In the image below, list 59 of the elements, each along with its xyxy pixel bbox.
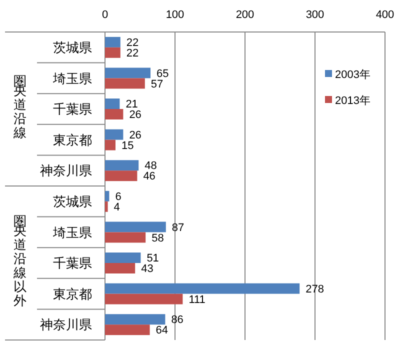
- text: 圏央道沿線以外: [12, 214, 26, 308]
- x-tick-label: 300: [306, 9, 324, 21]
- bar: [105, 232, 146, 243]
- y-tick-label: 神奈川県: [40, 163, 92, 178]
- data-label: 26: [129, 129, 142, 142]
- data-label: 15: [122, 140, 134, 152]
- data-label: 58: [152, 232, 164, 244]
- data-label: 48: [144, 160, 157, 172]
- data-label: 65: [156, 68, 169, 80]
- data-label: 111: [188, 294, 206, 306]
- bar: [105, 324, 150, 336]
- y-tick-label: 埼玉県: [52, 70, 92, 86]
- bar: [105, 140, 116, 150]
- data-label: 43: [141, 263, 154, 276]
- bar: [105, 129, 124, 140]
- y-tick-label: 神奈川県: [40, 317, 92, 332]
- y-tick-label: 埼玉県: [52, 224, 92, 240]
- text: 圏央道沿線: [12, 74, 26, 140]
- x-tick-label: 400: [376, 9, 394, 21]
- bar: [105, 201, 108, 212]
- x-tick-label: 0: [102, 9, 108, 21]
- bar: [105, 78, 145, 89]
- data-label: 21: [126, 98, 138, 111]
- x-tick-label: 100: [166, 9, 184, 21]
- bar: [105, 68, 150, 78]
- bar: [105, 190, 110, 202]
- data-label: 22: [126, 47, 139, 60]
- y-tick-label: 茨城県: [53, 40, 92, 55]
- y-tick-label: 茨城県: [53, 194, 92, 209]
- bar: [105, 222, 166, 232]
- data-label: 64: [156, 324, 168, 337]
- bar: [105, 47, 120, 58]
- y-tick-label: 東京都: [53, 132, 92, 148]
- legend-label: 2003年: [335, 68, 370, 81]
- data-label: 46: [143, 170, 156, 183]
- data-label: 278: [306, 283, 324, 296]
- bar: [105, 252, 141, 263]
- y-tick-label: 千葉県: [53, 102, 92, 117]
- data-label: 51: [146, 252, 159, 265]
- bar: [105, 109, 124, 120]
- bar: [105, 36, 120, 48]
- x-tick-label: 200: [236, 9, 254, 21]
- bar: [105, 263, 136, 274]
- y-tick-label: 千葉県: [53, 256, 92, 271]
- data-label: 87: [172, 222, 184, 234]
- y-tick-label: 東京都: [53, 286, 92, 302]
- data-label: 4: [114, 201, 120, 214]
- bar: [105, 314, 166, 325]
- data-label: 6: [115, 191, 122, 204]
- bar: [105, 170, 138, 182]
- data-label: 22: [126, 37, 139, 50]
- legend-label: 2013年: [335, 94, 370, 107]
- data-label: 86: [171, 314, 184, 326]
- bar: [105, 283, 300, 294]
- bar: [105, 160, 139, 171]
- data-label: 57: [150, 78, 164, 90]
- bar: [105, 294, 183, 304]
- data-label: 26: [129, 109, 142, 122]
- bar: [105, 98, 120, 109]
